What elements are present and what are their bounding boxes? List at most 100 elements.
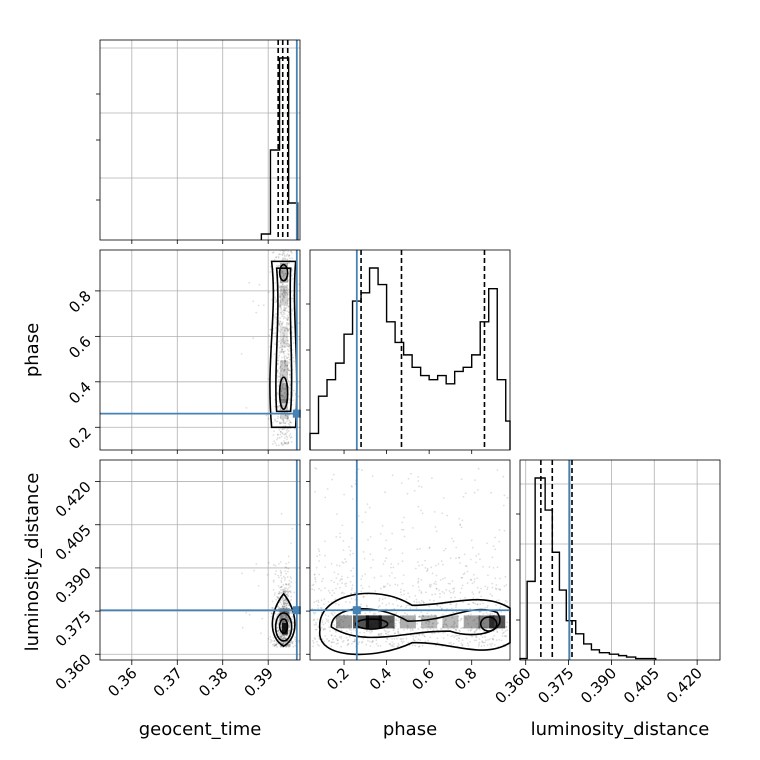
phase-hist-bin: [336, 363, 345, 450]
time-phase-sample: [280, 269, 283, 272]
phase-distance-sample: [440, 628, 443, 631]
phase-distance-sample: [312, 583, 315, 586]
time-phase-sample: [280, 360, 283, 363]
time-distance-sample: [285, 646, 288, 648]
phase-distance-sample: [407, 625, 409, 628]
phase-distance-sample: [482, 641, 485, 644]
phase-distance-sample: [423, 602, 426, 604]
time-phase-sample: [289, 436, 292, 439]
time-phase-sample: [286, 284, 288, 286]
phase-distance-sample: [420, 611, 423, 613]
phase-distance-sample: [471, 591, 474, 594]
phase-distance-sample: [420, 623, 423, 625]
time-distance-sample: [273, 594, 276, 596]
time-distance-sample: [282, 590, 284, 593]
phase-distance-sample: [402, 615, 405, 618]
time-distance-sample: [289, 590, 292, 593]
phase-distance-sample: [334, 598, 337, 601]
time-phase-sample: [278, 253, 280, 256]
time-phase-sample: [284, 364, 287, 366]
phase-distance-sample: [491, 556, 494, 559]
phase-distance-sample: [491, 637, 494, 640]
time-phase-sample: [287, 350, 290, 352]
phase-distance-sample: [388, 602, 390, 605]
time-phase-sample: [282, 337, 284, 340]
time-distance-sample: [284, 589, 287, 592]
phase-distance-sample: [417, 580, 420, 583]
phase-distance-sample: [362, 551, 365, 553]
phase-distance-sample: [476, 628, 479, 631]
time-phase-sample: [282, 332, 284, 334]
time-distance-sample: [289, 576, 292, 578]
time-phase-sample: [283, 306, 285, 309]
time-distance-sample: [288, 643, 290, 646]
time-phase-sample: [284, 432, 287, 435]
phase-hist-bin: [472, 355, 481, 450]
time-distance-sample: [273, 617, 276, 620]
time-phase-density-cell: [280, 383, 288, 404]
phase-distance-sample: [354, 639, 356, 642]
time-distance-frame: [99, 459, 301, 661]
time-phase-sample: [278, 421, 281, 424]
phase-distance-sample: [317, 607, 320, 610]
time-phase-sample: [292, 277, 294, 280]
phase-distance-sample: [380, 632, 382, 635]
time-distance-sample: [271, 607, 273, 609]
time-phase-sample: [284, 388, 287, 390]
phase-distance-sample: [314, 576, 316, 579]
phase-distance-sample: [419, 615, 422, 618]
phase-distance-sample: [424, 591, 427, 594]
time-distance-sample: [281, 598, 284, 601]
phase-distance-sample: [330, 579, 333, 582]
phase-distance-sample: [453, 620, 455, 623]
time-phase-sample: [292, 297, 294, 300]
time-phase-sample: [283, 440, 285, 442]
time-phase-sample: [262, 304, 265, 307]
phase-distance-sample: [459, 562, 461, 564]
phase-distance-sample: [469, 558, 472, 561]
time-distance-sample: [278, 633, 280, 636]
phase-distance-sample: [351, 498, 354, 500]
time-distance-sample: [283, 602, 286, 605]
time-phase-sample: [267, 378, 270, 381]
phase-distance-sample: [322, 629, 325, 631]
time-phase-sample: [283, 255, 286, 258]
time-phase-sample: [278, 375, 280, 378]
time-distance-sample: [285, 590, 287, 593]
phase-distance-sample: [390, 566, 392, 569]
phase-distance-sample: [326, 488, 329, 490]
phase-distance-sample: [321, 580, 323, 583]
time-phase-sample: [283, 288, 285, 290]
time-phase-sample: [281, 385, 284, 387]
time-distance-sample: [279, 607, 282, 610]
time-distance-sample: [276, 626, 278, 629]
time-distance-sample: [280, 579, 283, 582]
time-distance-sample: [291, 622, 294, 625]
phase-distance-sample: [393, 638, 396, 640]
phase-distance-sample: [341, 524, 344, 527]
phase-distance-sample: [418, 589, 421, 591]
phase-distance-sample: [498, 529, 501, 531]
phase-distance-sample: [391, 641, 394, 644]
phase-distance-sample: [348, 625, 350, 627]
phase-distance-sample: [437, 622, 439, 625]
time-phase-sample: [282, 292, 285, 294]
time-distance-sample: [283, 605, 286, 608]
time-distance-sample: [298, 641, 300, 644]
time-phase-sample: [281, 254, 284, 256]
phase-distance-sample: [395, 619, 397, 622]
phase-distance-sample: [480, 645, 483, 648]
time-distance-sample: [287, 584, 290, 587]
time-distance-sample: [275, 570, 278, 572]
phase-distance-sample: [382, 563, 385, 565]
phase-distance-sample: [419, 616, 422, 619]
time-phase-sample: [278, 372, 281, 375]
phase-distance-sample: [324, 622, 327, 624]
phase-distance-sample: [346, 576, 349, 579]
time-distance-sample: [275, 644, 278, 647]
phase-distance-sample: [364, 573, 366, 575]
phase-distance-sample: [471, 582, 474, 585]
phase-distance-sample: [418, 616, 420, 618]
time-distance-sample: [286, 606, 289, 609]
time-distance-sample: [276, 595, 278, 598]
